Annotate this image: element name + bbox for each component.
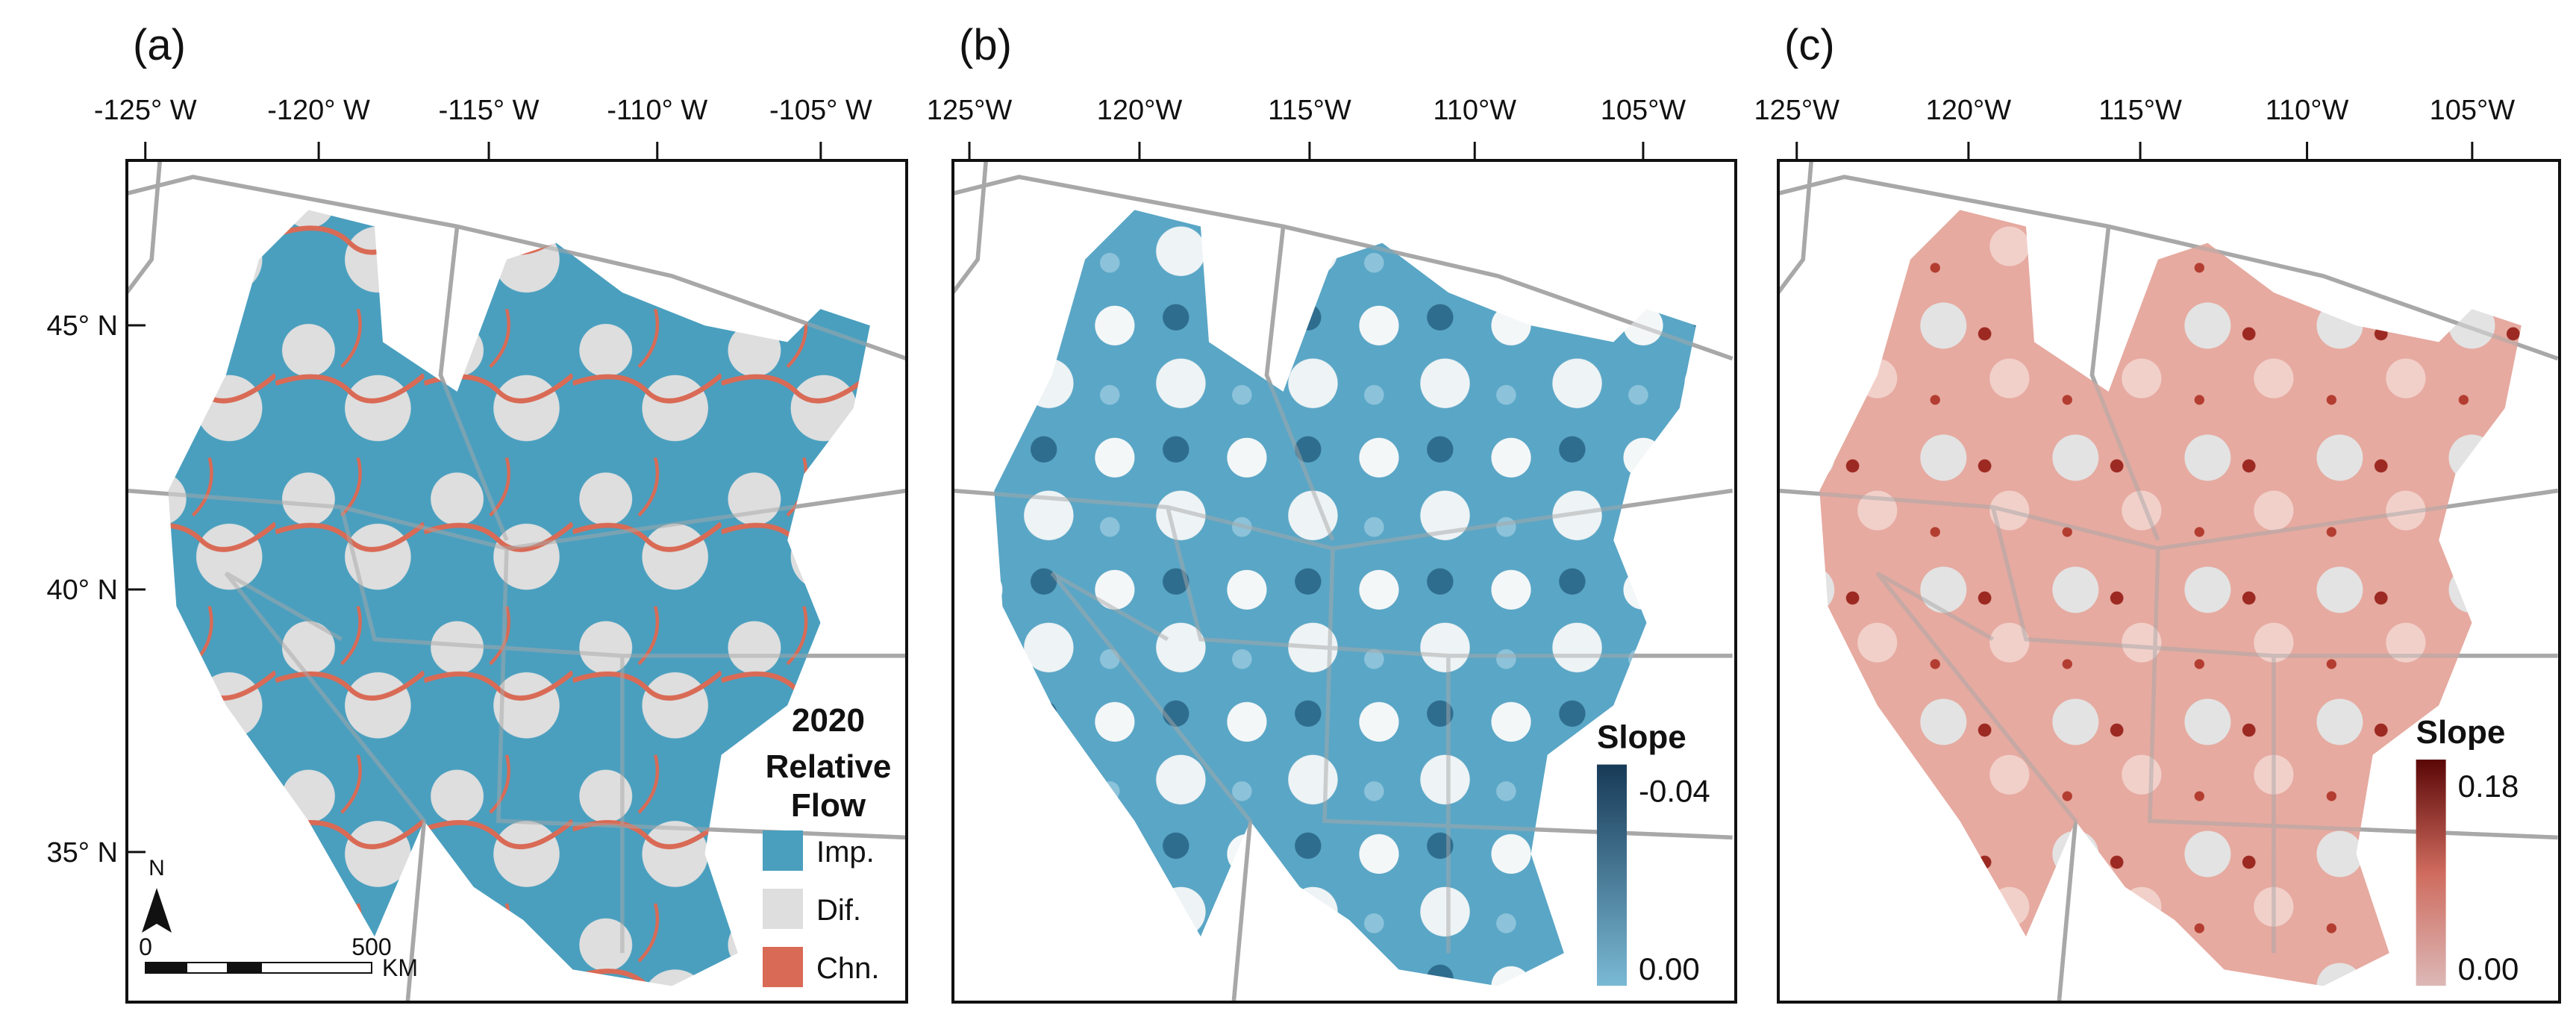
colorbar-bottom: 0.00 bbox=[1639, 951, 1700, 986]
legend-title: 2020 bbox=[792, 702, 865, 739]
map-panel: (c) 125°W 120°W 115°W 110°W 105°W Slope 0.18 0.0… bbox=[1754, 21, 2561, 1004]
colorbar-bottom: 0.00 bbox=[2458, 951, 2519, 986]
legend-label: Dif. bbox=[816, 894, 861, 927]
legend-swatch bbox=[763, 830, 803, 871]
colorbar: Slope -0.04 0.00 bbox=[1596, 719, 1710, 986]
lat-label: 35° N bbox=[47, 837, 118, 869]
lon-label: 105°W bbox=[2430, 95, 2516, 126]
legend-label: Chn. bbox=[816, 952, 880, 985]
legend-swatch bbox=[763, 889, 803, 929]
scale-segment bbox=[260, 962, 372, 974]
colorbar-top: 0.18 bbox=[2458, 769, 2519, 804]
colorbar: Slope 0.18 0.00 bbox=[2416, 714, 2519, 986]
map-panel: (a) -125° W -120° W -115° W -110° W -105° W 45… bbox=[47, 21, 908, 1004]
legend-title: Flow bbox=[791, 787, 866, 824]
map-frame bbox=[125, 159, 908, 1004]
lon-label: 120°W bbox=[1097, 95, 1183, 126]
lon-label: 125°W bbox=[927, 95, 1013, 126]
north-arrow bbox=[142, 888, 172, 933]
scale-segment bbox=[186, 962, 228, 974]
lon-label: 110°W bbox=[2266, 95, 2349, 126]
map-content bbox=[127, 160, 907, 1003]
lon-label: 105°W bbox=[1601, 95, 1686, 126]
colorbar-ramp bbox=[1596, 764, 1627, 986]
lon-label: 110°W bbox=[1433, 95, 1516, 126]
colorbar-ramp bbox=[2416, 759, 2446, 986]
lon-label: 120°W bbox=[1926, 95, 2012, 126]
lat-label: 45° N bbox=[47, 310, 118, 342]
north-label: N bbox=[149, 856, 165, 880]
map-panel: (b) 125°W 120°W 115°W 110°W 105°W Slope -0.04 0.… bbox=[927, 21, 1737, 1004]
scale-unit: KM bbox=[382, 954, 418, 981]
lon-label: -120° W bbox=[267, 95, 370, 126]
legend-label: Imp. bbox=[816, 836, 875, 869]
scale-start: 0 bbox=[139, 933, 152, 960]
colorbar-title: Slope bbox=[2416, 714, 2506, 751]
map-frame bbox=[1777, 159, 2561, 1004]
lon-label: -115° W bbox=[439, 95, 540, 126]
lon-label: 115°W bbox=[2098, 95, 2182, 126]
map-frame bbox=[951, 159, 1737, 1004]
panel-label: (a) bbox=[133, 21, 186, 69]
panel-label: (b) bbox=[959, 21, 1012, 69]
scale-segment bbox=[145, 962, 187, 974]
colorbar-top: -0.04 bbox=[1639, 774, 1710, 809]
legend-title: Relative bbox=[766, 748, 892, 785]
lon-label: 125°W bbox=[1754, 95, 1840, 126]
legend-swatch bbox=[763, 947, 803, 987]
panel-label: (c) bbox=[1784, 21, 1835, 69]
lon-label: -125° W bbox=[94, 95, 197, 126]
lon-label: 115°W bbox=[1268, 95, 1351, 126]
lat-label: 40° N bbox=[47, 575, 118, 606]
colorbar-title: Slope bbox=[1597, 719, 1686, 756]
lon-label: -105° W bbox=[769, 95, 872, 126]
scale-end: 500 bbox=[351, 933, 391, 960]
lon-label: -110° W bbox=[607, 95, 707, 126]
map-layer bbox=[127, 160, 907, 1003]
